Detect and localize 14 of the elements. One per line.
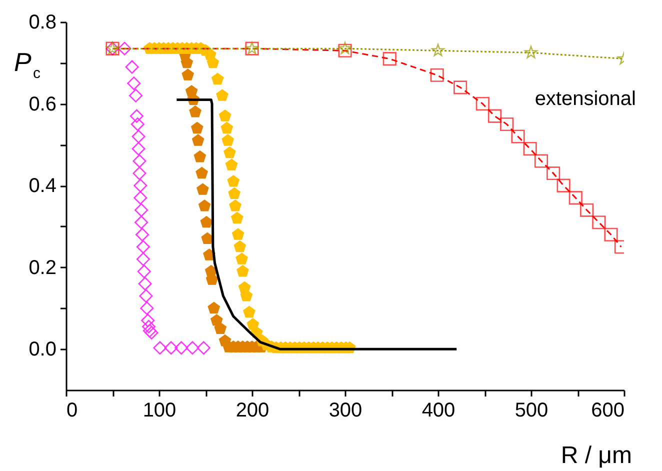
x-tick-label: 300 <box>328 400 362 422</box>
x-tick-label: 500 <box>514 400 548 422</box>
y-tick-label: 0.0 <box>28 338 56 361</box>
y-tick-label: 0.6 <box>28 93 56 116</box>
x-tick-label: 100 <box>142 400 176 422</box>
x-tick-label: 600 <box>591 400 624 422</box>
x-tick-label: 0 <box>66 400 78 422</box>
x-tick-label: 400 <box>422 400 456 422</box>
y-tick-label: 0.2 <box>28 256 56 279</box>
annotation: extensional <box>534 88 636 110</box>
y-tick-label: 0.8 <box>28 12 56 34</box>
y-tick-label: 0.4 <box>28 175 56 198</box>
x-axis-title: R / μm <box>560 442 632 469</box>
x-tick-label: 200 <box>236 400 270 422</box>
